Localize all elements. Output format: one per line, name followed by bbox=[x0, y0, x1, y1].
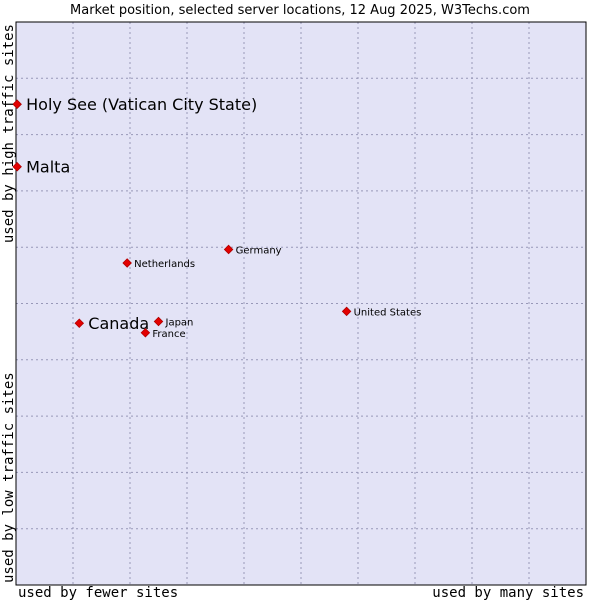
point-label-malta: Malta bbox=[26, 158, 70, 177]
point-label-france: France bbox=[152, 329, 185, 340]
y-axis-label-bottom: used by low traffic sites bbox=[1, 372, 17, 583]
x-axis-label-left: used by fewer sites bbox=[18, 585, 178, 600]
point-label-netherlands: Netherlands bbox=[134, 259, 195, 270]
point-label-japan: Japan bbox=[165, 318, 194, 329]
point-marker-united-states bbox=[341, 306, 352, 317]
x-axis-label-right: used by many sites bbox=[432, 585, 584, 600]
point-label-canada: Canada bbox=[88, 314, 149, 333]
chart-title: Market position, selected server locatio… bbox=[70, 3, 530, 18]
data-points: Holy See (Vatican City State) Malta German… bbox=[12, 95, 422, 340]
point-marker-germany bbox=[223, 244, 234, 255]
point-marker-holy-see-vatican-city-state bbox=[12, 99, 22, 109]
point-marker-france bbox=[140, 328, 151, 338]
plot-border bbox=[15, 21, 587, 586]
y-axis-label-top: used by high traffic sites bbox=[1, 24, 17, 243]
point-marker-netherlands bbox=[122, 258, 132, 268]
point-marker-malta bbox=[12, 161, 22, 172]
point-label-united-states: United States bbox=[354, 307, 422, 318]
point-marker-canada bbox=[74, 318, 85, 328]
point-label-holy-see-vatican-city-state: Holy See (Vatican City State) bbox=[26, 95, 257, 114]
point-label-germany: Germany bbox=[236, 245, 282, 256]
point-marker-japan bbox=[153, 316, 164, 327]
grid-lines bbox=[16, 22, 586, 585]
